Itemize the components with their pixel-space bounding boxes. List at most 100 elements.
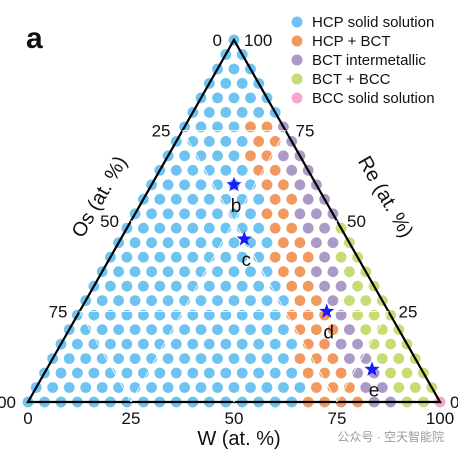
phase-dot xyxy=(286,338,298,350)
tick-label-w: 0 xyxy=(23,409,32,428)
phase-dot xyxy=(269,193,281,205)
grid-line xyxy=(130,130,286,403)
phase-dot xyxy=(88,367,100,379)
phase-dot xyxy=(385,338,396,350)
phase-dot xyxy=(212,382,223,393)
phase-dot xyxy=(195,353,207,364)
phase-dot xyxy=(162,353,174,364)
phase-dot xyxy=(203,193,215,205)
phase-dot xyxy=(113,295,124,306)
phase-dot xyxy=(335,251,347,263)
marker-star-b xyxy=(226,176,242,192)
phase-dot xyxy=(212,295,223,306)
phase-dot xyxy=(212,92,223,104)
phase-dot xyxy=(253,338,265,350)
grid-line xyxy=(233,220,338,403)
phase-dot xyxy=(195,237,207,249)
phase-dot xyxy=(220,367,232,379)
phase-dot xyxy=(179,353,191,364)
phase-dot xyxy=(129,237,141,249)
panel-label: a xyxy=(26,22,43,55)
phase-dot xyxy=(179,266,191,278)
phase-dot xyxy=(113,266,124,278)
phase-dot xyxy=(409,382,421,393)
phase-dot xyxy=(212,324,223,335)
phase-dot xyxy=(294,295,306,306)
tick-label-w: 100 xyxy=(426,409,454,428)
phase-dot xyxy=(245,353,256,364)
phase-dot xyxy=(212,208,223,220)
phase-dot xyxy=(113,324,124,335)
composition-markers-layer: b c d e xyxy=(226,176,380,401)
phase-dot xyxy=(261,121,273,133)
phase-dot xyxy=(154,309,166,321)
phase-dot xyxy=(162,382,174,393)
phase-dot xyxy=(393,382,405,393)
legend-label: BCT intermetallic xyxy=(312,52,426,69)
phase-dot xyxy=(113,353,124,364)
phase-dot xyxy=(212,266,223,278)
phase-dot xyxy=(327,237,339,249)
phase-dot xyxy=(278,266,289,278)
phase-dot xyxy=(228,63,240,75)
phase-dot xyxy=(311,324,322,335)
phase-dot xyxy=(187,338,199,350)
phase-dot xyxy=(278,237,289,249)
phase-dot xyxy=(245,266,256,278)
phase-dot xyxy=(170,251,182,263)
phase-dot xyxy=(170,338,182,350)
phase-dot xyxy=(170,222,182,234)
phase-dot xyxy=(286,367,298,379)
phase-dot xyxy=(253,193,265,205)
phase-dot xyxy=(129,295,141,306)
phase-dot xyxy=(253,309,265,321)
phase-dot xyxy=(146,324,158,335)
marker-star-e xyxy=(364,361,380,376)
phase-dot xyxy=(294,208,306,220)
phase-dot xyxy=(228,382,240,393)
phase-dot xyxy=(344,295,355,306)
phase-dot xyxy=(80,353,92,364)
phase-dot xyxy=(327,324,339,335)
phase-dot xyxy=(105,338,116,350)
tick-label-re: 75 xyxy=(296,122,315,141)
phase-dot xyxy=(319,338,330,350)
tick-label-re: 100 xyxy=(244,31,272,50)
phase-dot xyxy=(278,382,289,393)
phase-dot xyxy=(319,280,330,292)
phase-dot xyxy=(327,353,339,364)
phase-dot xyxy=(129,324,141,335)
phase-dot xyxy=(195,121,207,133)
phase-dot xyxy=(245,121,256,133)
phase-dot xyxy=(253,367,265,379)
phase-dot xyxy=(401,367,413,379)
phase-dot xyxy=(187,164,199,176)
phase-dot xyxy=(47,382,59,393)
phase-dot xyxy=(129,353,141,364)
phase-dot xyxy=(294,179,306,191)
phase-dot xyxy=(253,136,265,147)
phase-dot xyxy=(253,280,265,292)
phase-dot xyxy=(228,266,240,278)
phase-dot xyxy=(162,266,174,278)
phase-dot xyxy=(121,309,133,321)
phase-dot xyxy=(220,78,232,89)
phase-dot xyxy=(170,280,182,292)
phase-dot xyxy=(245,150,256,162)
phase-dot xyxy=(311,295,322,306)
legend-swatch xyxy=(291,54,303,66)
phase-dot xyxy=(344,324,355,335)
phase-dot xyxy=(294,237,306,249)
phase-dot xyxy=(286,222,298,234)
phase-dot xyxy=(138,251,149,263)
phase-dot xyxy=(154,222,166,234)
phase-dot xyxy=(278,150,289,162)
phase-dot xyxy=(286,193,298,205)
phase-dot xyxy=(170,367,182,379)
phase-dot xyxy=(72,367,83,379)
phase-dot xyxy=(170,164,182,176)
tick-label-os: 25 xyxy=(152,122,171,141)
phase-dot xyxy=(269,367,281,379)
legend-swatch xyxy=(291,35,303,47)
